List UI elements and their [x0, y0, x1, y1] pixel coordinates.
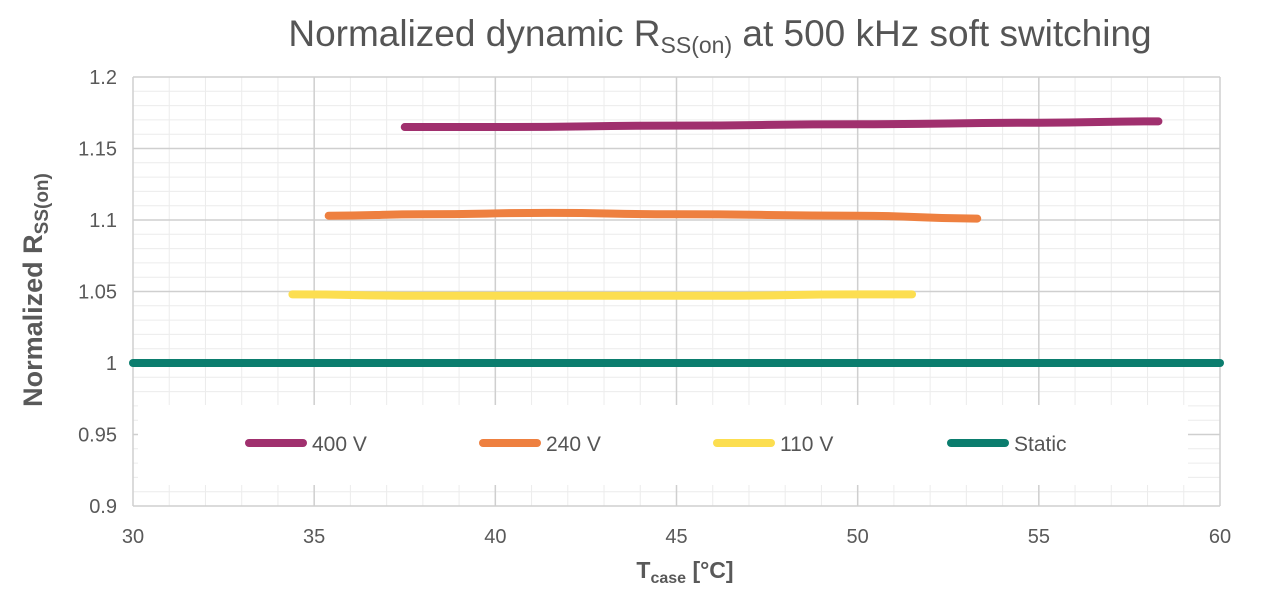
x-axis-title-sub: case	[650, 570, 686, 587]
legend-label-400-v: 400 V	[312, 433, 367, 456]
series-line-400-v	[400, 117, 1163, 132]
legend-box	[138, 405, 1188, 485]
legend-label-110-v: 110 V	[780, 433, 833, 456]
x-tick-label: 45	[665, 526, 687, 548]
x-axis-ticks: 30 35 40 45 50 55 60	[122, 526, 1231, 548]
y-axis-ticks: 0.9 0.95 1 1.05 1.1 1.15 1.2	[78, 67, 117, 518]
series-line-110-v	[288, 290, 917, 300]
legend: 400 V 240 V 110 V Static	[138, 405, 1188, 485]
chart-title: Normalized dynamic RSS(on) at 500 kHz so…	[288, 13, 1151, 58]
y-tick-label: 1.2	[89, 67, 117, 89]
series-lines	[129, 117, 1224, 368]
y-tick-label: 0.95	[78, 425, 117, 447]
y-axis-title-main: Normalized R	[18, 234, 48, 407]
x-tick-label: 55	[1028, 526, 1050, 548]
y-axis-title: Normalized RSS(on)	[18, 173, 53, 407]
chart-title-main: Normalized dynamic R	[288, 13, 660, 54]
y-tick-label: 0.9	[89, 496, 117, 518]
x-tick-label: 35	[303, 526, 325, 548]
chart-title-rest: at 500 kHz soft switching	[732, 13, 1152, 54]
x-tick-label: 60	[1209, 526, 1231, 548]
x-tick-label: 50	[847, 526, 869, 548]
x-axis-title: Tcase [°C]	[636, 557, 733, 587]
y-axis-title-sub: SS(on)	[32, 173, 53, 234]
x-tick-label: 40	[484, 526, 506, 548]
x-tick-label: 30	[122, 526, 144, 548]
chart-title-sub: SS(on)	[661, 32, 733, 58]
y-tick-label: 1	[106, 353, 117, 375]
y-tick-label: 1.1	[89, 210, 117, 232]
y-tick-label: 1.15	[78, 139, 117, 161]
x-axis-title-main: T	[636, 557, 650, 583]
series-line-240-v	[324, 208, 982, 223]
x-axis-title-rest: [°C]	[686, 557, 734, 583]
legend-label-static: Static	[1014, 433, 1067, 456]
y-tick-label: 1.05	[78, 282, 117, 304]
legend-label-240-v: 240 V	[546, 433, 601, 456]
